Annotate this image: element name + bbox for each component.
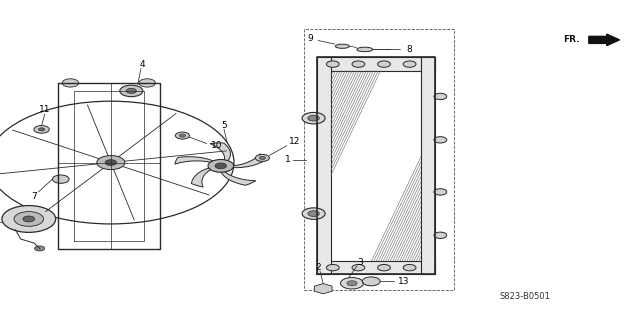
Text: 12: 12 bbox=[289, 137, 300, 146]
Circle shape bbox=[2, 205, 56, 232]
FancyArrow shape bbox=[589, 34, 620, 46]
Text: 4: 4 bbox=[140, 60, 146, 69]
Text: 9: 9 bbox=[308, 34, 313, 43]
Circle shape bbox=[378, 264, 390, 271]
Text: 2: 2 bbox=[316, 263, 321, 271]
Circle shape bbox=[403, 264, 416, 271]
Bar bbox=[317, 261, 435, 274]
Text: 7: 7 bbox=[31, 191, 36, 201]
Circle shape bbox=[434, 93, 447, 100]
Circle shape bbox=[105, 160, 116, 166]
Circle shape bbox=[179, 134, 186, 137]
Circle shape bbox=[352, 61, 365, 67]
Circle shape bbox=[35, 246, 45, 251]
Polygon shape bbox=[210, 143, 230, 161]
Text: 11: 11 bbox=[39, 105, 51, 114]
Ellipse shape bbox=[357, 47, 372, 52]
Circle shape bbox=[126, 88, 136, 93]
Circle shape bbox=[259, 156, 266, 160]
Circle shape bbox=[34, 126, 49, 133]
Circle shape bbox=[434, 232, 447, 239]
Circle shape bbox=[255, 154, 269, 161]
Text: 3: 3 bbox=[357, 258, 362, 267]
Polygon shape bbox=[232, 154, 266, 168]
Circle shape bbox=[434, 137, 447, 143]
Circle shape bbox=[120, 85, 143, 97]
Circle shape bbox=[434, 189, 447, 195]
Text: 5: 5 bbox=[221, 121, 227, 130]
Ellipse shape bbox=[335, 44, 349, 48]
Circle shape bbox=[97, 156, 125, 170]
Text: FR.: FR. bbox=[563, 35, 579, 44]
Circle shape bbox=[23, 216, 35, 222]
Text: 8: 8 bbox=[407, 45, 412, 54]
Circle shape bbox=[302, 208, 325, 219]
Text: 1: 1 bbox=[285, 155, 291, 164]
Circle shape bbox=[378, 61, 390, 67]
Circle shape bbox=[326, 264, 339, 271]
Bar bbox=[304, 29, 454, 290]
Circle shape bbox=[340, 278, 364, 289]
Circle shape bbox=[139, 79, 156, 87]
Circle shape bbox=[308, 115, 319, 121]
Polygon shape bbox=[191, 168, 211, 187]
Circle shape bbox=[38, 128, 45, 131]
Text: 10: 10 bbox=[211, 141, 222, 150]
Circle shape bbox=[175, 132, 189, 139]
Circle shape bbox=[308, 211, 319, 217]
Bar bbox=[421, 57, 435, 274]
Bar bbox=[317, 57, 331, 274]
Text: 13: 13 bbox=[398, 277, 410, 286]
Polygon shape bbox=[221, 171, 256, 185]
Circle shape bbox=[347, 281, 357, 286]
Circle shape bbox=[14, 211, 44, 226]
Circle shape bbox=[52, 175, 69, 183]
Polygon shape bbox=[175, 157, 214, 164]
Circle shape bbox=[352, 264, 365, 271]
Bar bbox=[317, 57, 435, 71]
Circle shape bbox=[326, 61, 339, 67]
Circle shape bbox=[362, 277, 380, 286]
Circle shape bbox=[403, 61, 416, 67]
Circle shape bbox=[302, 112, 325, 124]
Circle shape bbox=[62, 79, 79, 87]
Circle shape bbox=[208, 160, 234, 172]
Text: S823-B0501: S823-B0501 bbox=[499, 292, 550, 301]
Circle shape bbox=[215, 163, 227, 169]
